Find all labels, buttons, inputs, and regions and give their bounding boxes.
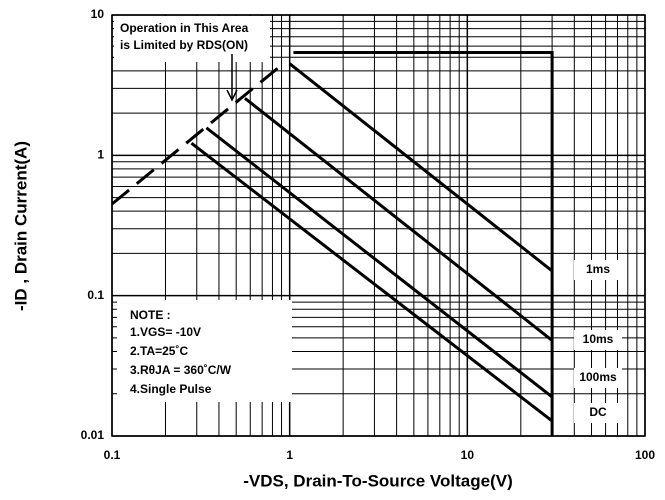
series-line — [205, 126, 554, 399]
y-tick-label: 0.01 — [81, 428, 105, 442]
y-tick-label: 0.1 — [87, 288, 104, 302]
arrowhead — [226, 89, 238, 102]
label-box — [574, 403, 622, 423]
annotation: Operation in This Area — [120, 21, 249, 35]
x-tick-label: 100 — [635, 448, 655, 462]
grid — [111, 14, 646, 437]
y-tick-label: 1 — [97, 148, 104, 162]
x-tick-label: 0.1 — [104, 448, 121, 462]
series-line — [243, 97, 554, 342]
note: 2.TA=25˚C — [130, 344, 188, 358]
note-box — [117, 300, 292, 402]
annotation-box — [114, 16, 270, 62]
series-line — [190, 142, 554, 423]
marks — [111, 51, 554, 436]
label-box — [574, 368, 622, 388]
series-line — [288, 62, 554, 273]
x-axis-label: -VDS, Drain-To-Source Voltage(V) — [243, 471, 513, 490]
series-label: 1ms — [586, 262, 610, 276]
series-label: DC — [589, 405, 607, 419]
y-axis-label: -ID , Drain Current(A) — [11, 141, 30, 311]
label-box — [574, 260, 622, 280]
note: NOTE : — [130, 308, 171, 322]
series-label: 10ms — [583, 332, 614, 346]
series-label: 100ms — [579, 370, 617, 384]
overlays: Operation in This Area is Limited by RDS… — [114, 16, 622, 423]
plot-frame — [111, 14, 646, 437]
note: 3.RθJA = 360˚C/W — [130, 363, 232, 377]
note: 4.Single Pulse — [130, 382, 212, 396]
series-line — [293, 51, 554, 436]
label-box — [574, 330, 622, 350]
y-tick-label: 10 — [91, 7, 105, 21]
series-line — [111, 61, 286, 206]
annotation: is Limited by RDS(ON) — [120, 38, 248, 52]
x-tick-label: 10 — [461, 448, 475, 462]
x-tick-label: 1 — [286, 448, 293, 462]
note: 1.VGS= -10V — [130, 325, 201, 339]
